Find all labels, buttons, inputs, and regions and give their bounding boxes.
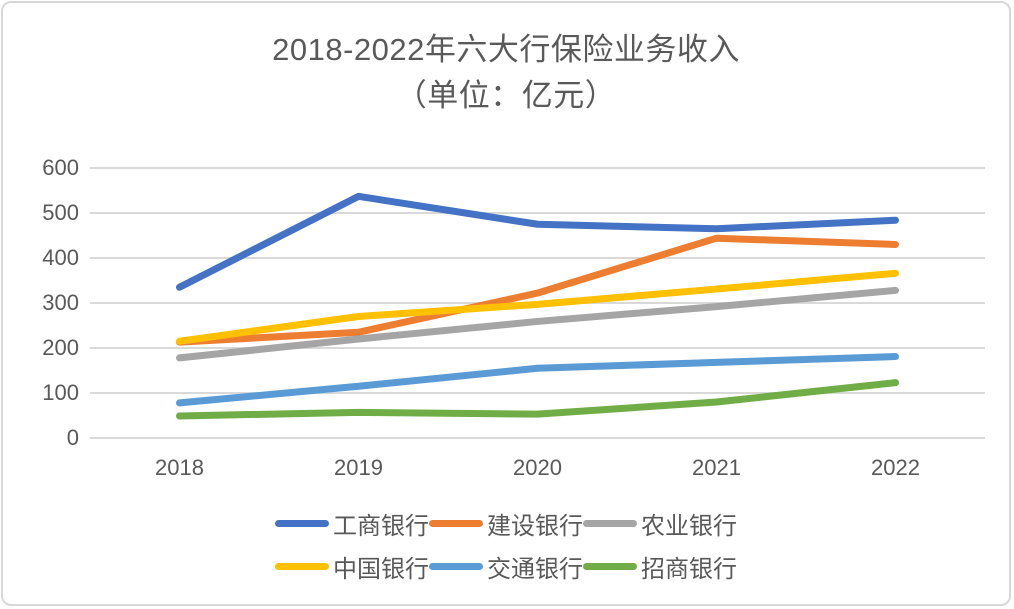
legend-swatch-icon: [275, 563, 329, 570]
x-axis-tick-label: 2018: [155, 455, 204, 480]
chart-legend: 工商银行 建设银行 农业银行中国银行 交通银行 招商银行: [3, 506, 1009, 584]
x-axis-tick-label: 2021: [692, 455, 741, 480]
y-axis-tick-label: 500: [42, 200, 79, 225]
legend-swatch-icon: [429, 520, 483, 527]
series-line-中国银行: [176, 269, 899, 345]
legend-label: 建设银行: [487, 513, 583, 540]
series-line-建设银行: [176, 234, 899, 346]
legend-item: 招商银行: [583, 549, 737, 584]
legend-swatch-icon: [583, 520, 637, 527]
legend-swatch-icon: [583, 563, 637, 570]
line-chart: 0 100 200 300 400 500 600 2018 2019 2020 2021 2022: [42, 155, 985, 480]
chart-subtitle: （单位：亿元）: [395, 77, 617, 113]
legend-label: 招商银行: [641, 556, 737, 583]
series-line-工商银行: [176, 192, 899, 291]
legend-item: 建设银行: [429, 506, 583, 541]
y-axis-tick-label: 600: [42, 155, 79, 180]
legend-item: 交通银行: [429, 549, 583, 584]
y-axis-tick-label: 100: [42, 380, 79, 405]
legend-label: 农业银行: [641, 513, 737, 540]
y-axis-tick-label: 300: [42, 290, 79, 315]
legend-row: 工商银行 建设银行 农业银行: [275, 506, 737, 541]
series-line-农业银行: [176, 286, 899, 362]
legend-swatch-icon: [275, 520, 329, 527]
legend-label: 中国银行: [333, 556, 429, 583]
legend-swatch-icon: [429, 563, 483, 570]
x-axis-tick-label: 2022: [871, 455, 920, 480]
series-line-交通银行: [176, 353, 899, 407]
chart-title: 2018-2022年六大行保险业务收入: [272, 32, 740, 67]
legend-row: 中国银行 交通银行 招商银行: [275, 549, 737, 584]
y-axis-tick-label: 400: [42, 245, 79, 270]
legend-item: 农业银行: [583, 506, 737, 541]
legend-item: 中国银行: [275, 549, 429, 584]
legend-label: 工商银行: [333, 513, 429, 540]
x-axis-tick-label: 2020: [513, 455, 562, 480]
y-axis-tick-label: 200: [42, 335, 79, 360]
x-axis-tick-label: 2019: [334, 455, 383, 480]
series-line-招商银行: [176, 379, 899, 420]
legend-label: 交通银行: [487, 556, 583, 583]
legend-item: 工商银行: [275, 506, 429, 541]
chart-title-block: 2018-2022年六大行保险业务收入 （单位：亿元）: [3, 27, 1009, 119]
y-axis-tick-label: 0: [67, 425, 79, 450]
